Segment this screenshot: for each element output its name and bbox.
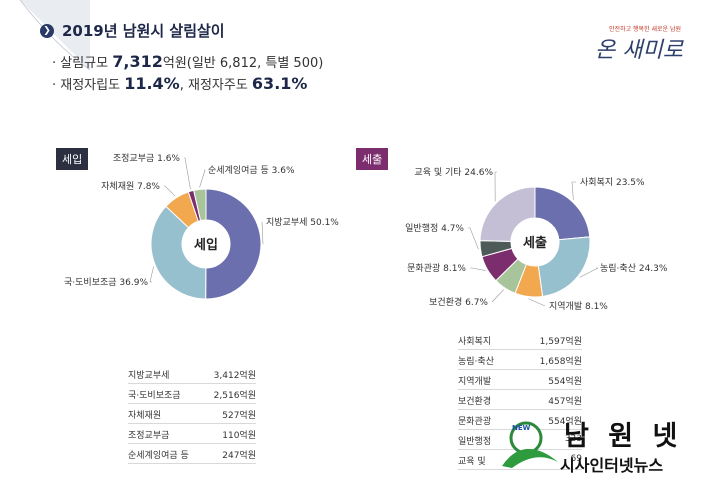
row-label: 조정교부금 bbox=[128, 431, 170, 441]
leader-line bbox=[571, 181, 576, 200]
leader-line bbox=[579, 267, 599, 278]
leader-line bbox=[470, 267, 486, 271]
revenue-pie: 지방교부세 50.1% 국·도비보조금 36.9% 자체재원 7.8% 조정교부금 1… bbox=[64, 153, 339, 300]
table-row: 순세계잉여금 등 247억원 bbox=[128, 444, 256, 464]
row-amount: 110억원 bbox=[222, 431, 256, 441]
autonomy-value: 63.1% bbox=[251, 74, 308, 93]
slice-label: 교육 및 기타 24.6% bbox=[414, 166, 493, 178]
donut-center-label: 세입 bbox=[194, 238, 218, 253]
revenue-tag: 세입 bbox=[56, 148, 89, 170]
leader-line bbox=[199, 169, 206, 188]
leader-line bbox=[261, 221, 264, 245]
row-label: 일반행정 bbox=[458, 437, 492, 447]
leader-line bbox=[149, 266, 154, 283]
title-row: ❯ 2019년 남원시 살림살이 bbox=[40, 20, 225, 41]
namwon-net-logo-icon bbox=[502, 421, 558, 468]
table-row: 지방교부세 3,412억원 bbox=[128, 364, 256, 384]
budget-size-detail: 억원(일반 6,812, 특별 500) bbox=[162, 56, 324, 71]
slice-label: 보건환경 6.7% bbox=[429, 296, 488, 308]
leader-line bbox=[184, 157, 191, 190]
budget-size-label: · 살림규모 bbox=[52, 56, 113, 71]
row-label: 사회복지 bbox=[458, 337, 492, 347]
leader-line bbox=[494, 171, 497, 202]
donut-hole bbox=[511, 218, 559, 266]
row-amount: 1,597억원 bbox=[539, 337, 582, 347]
row-label: 국·도비보조금 bbox=[128, 391, 181, 401]
slice-label: 순세계잉여금 등 3.6% bbox=[208, 164, 295, 176]
row-label: 지역개발 bbox=[458, 377, 492, 387]
row-amount: 457억원 bbox=[548, 397, 582, 407]
slice-label: 국·도비보조금 36.9% bbox=[64, 277, 148, 288]
leader-line bbox=[491, 289, 504, 303]
row-label: 문화관광 bbox=[458, 417, 492, 427]
watermark: NEW 남 원 넷 시사인터넷뉴스 bbox=[498, 410, 698, 490]
row-amount: 3,412억원 bbox=[213, 371, 256, 381]
row-amount: 69 bbox=[570, 454, 582, 464]
self-reliance-value: 11.4% bbox=[124, 74, 180, 93]
budget-size-line: · 살림규모 7,312억원(일반 6,812, 특별 500) bbox=[52, 52, 323, 71]
budget-size-value: 7,312 bbox=[112, 52, 163, 71]
row-amount: 323 bbox=[564, 434, 582, 444]
expenditure-pie: 사회복지 23.5% 농림·축산 24.3% 지역개발 8.1% 보건환경 6.7% 문… bbox=[405, 166, 668, 312]
leader-line bbox=[164, 185, 176, 197]
row-label: 보건환경 bbox=[458, 397, 492, 407]
expenditure-tag: 세출 bbox=[356, 148, 389, 170]
logo-text: NEW bbox=[512, 424, 531, 432]
brand-logo: 안전하고 행복한 새로운 남원 온 새미로 bbox=[595, 14, 687, 63]
brand-name: 온 새미로 bbox=[595, 38, 683, 63]
row-amount: 2,516억원 bbox=[213, 391, 256, 401]
table-row: 국·도비보조금 2,516억원 bbox=[128, 384, 256, 404]
fiscal-ratio-line: · 재정자립도 11.4%, 재정자주도 63.1% bbox=[52, 74, 307, 93]
slice-label: 농림·축산 24.3% bbox=[600, 262, 668, 274]
row-label: 교육 및 bbox=[458, 457, 486, 467]
table-row: 자체재원 527억원 bbox=[128, 404, 256, 424]
slice-label: 문화관광 8.1% bbox=[407, 262, 466, 274]
row-amount: 1,658억원 bbox=[539, 357, 582, 367]
donut-hole bbox=[182, 220, 230, 268]
row-label: 자체재원 bbox=[128, 411, 162, 421]
row-label: 순세계잉여금 등 bbox=[128, 451, 189, 461]
table-row: 사회복지 1,597억원 bbox=[458, 330, 582, 350]
row-amount: 554억원 bbox=[548, 417, 582, 427]
table-row: 보건환경 457억원 bbox=[458, 390, 582, 410]
autonomy-label: , 재정자주도 bbox=[179, 78, 252, 93]
table-row: 농림·축산 1,658억원 bbox=[458, 350, 582, 370]
table-row: 조정교부금 110억원 bbox=[128, 424, 256, 444]
row-amount: 527억원 bbox=[222, 411, 256, 421]
row-label: 농림·축산 bbox=[458, 357, 494, 367]
slice-label: 자체재원 7.8% bbox=[101, 181, 160, 192]
slice-label: 사회복지 23.5% bbox=[580, 177, 645, 188]
leader-line bbox=[528, 298, 546, 307]
watermark-title: 남 원 넷 bbox=[564, 421, 683, 452]
table-row: 지역개발 554억원 bbox=[458, 370, 582, 390]
watermark-subtitle: 시사인터넷뉴스 bbox=[560, 456, 664, 475]
slice-label: 지방교부세 50.1% bbox=[266, 217, 339, 228]
brand-slogan: 안전하고 행복한 새로운 남원 bbox=[609, 26, 681, 33]
page-title: 2019년 남원시 살림살이 bbox=[62, 22, 225, 40]
row-amount: 247억원 bbox=[222, 451, 256, 461]
slice-label: 지역개발 8.1% bbox=[549, 301, 608, 312]
row-label: 지방교부세 bbox=[128, 371, 170, 381]
table-row: 교육 및 69 bbox=[458, 450, 582, 470]
donut-center-label: 세출 bbox=[523, 235, 547, 251]
slice-label: 조정교부금 1.6% bbox=[113, 153, 181, 164]
chevron-right-icon: ❯ bbox=[40, 23, 54, 38]
page-curl-decoration bbox=[19, 0, 90, 70]
leader-line bbox=[468, 227, 479, 250]
row-amount: 554억원 bbox=[548, 377, 582, 387]
slice-label: 일반행정 4.7% bbox=[405, 222, 464, 234]
self-reliance-label: · 재정자립도 bbox=[52, 78, 125, 93]
